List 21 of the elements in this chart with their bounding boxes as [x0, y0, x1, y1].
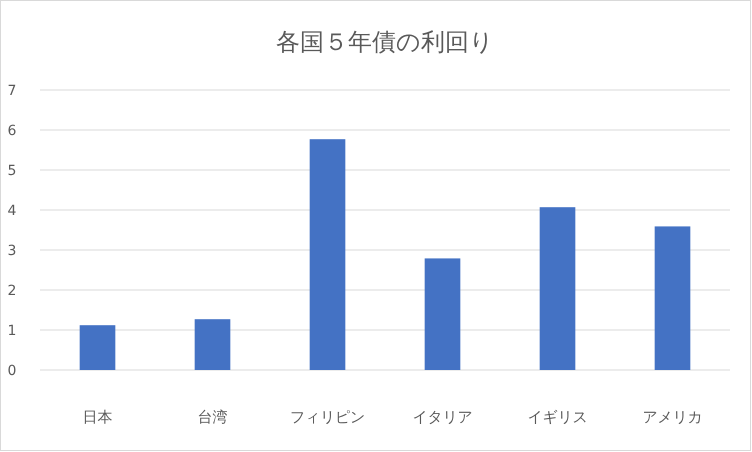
y-tick-label: 4: [8, 202, 17, 219]
y-tick-label: 1: [8, 322, 16, 339]
x-tick-label: イタリア: [412, 408, 472, 426]
bar: [310, 139, 346, 370]
y-tick-label: 3: [8, 242, 16, 259]
x-tick-label: 日本: [82, 408, 112, 426]
chart-title: 各国５年債の利回り: [276, 28, 494, 56]
y-tick-label: 2: [8, 282, 16, 299]
bar: [424, 258, 460, 370]
x-tick-label: フィリピン: [290, 408, 365, 426]
y-tick-label: 6: [8, 122, 17, 139]
x-tick-label: イギリス: [528, 408, 588, 426]
bar: [194, 319, 230, 370]
x-tick-label: アメリカ: [642, 408, 702, 426]
bar: [540, 207, 576, 370]
y-tick-label: 0: [8, 362, 16, 379]
x-tick-label: 台湾: [198, 408, 228, 426]
bar: [80, 325, 116, 370]
y-tick-label: 7: [8, 82, 16, 99]
bar: [654, 226, 690, 370]
y-tick-label: 5: [8, 162, 16, 179]
